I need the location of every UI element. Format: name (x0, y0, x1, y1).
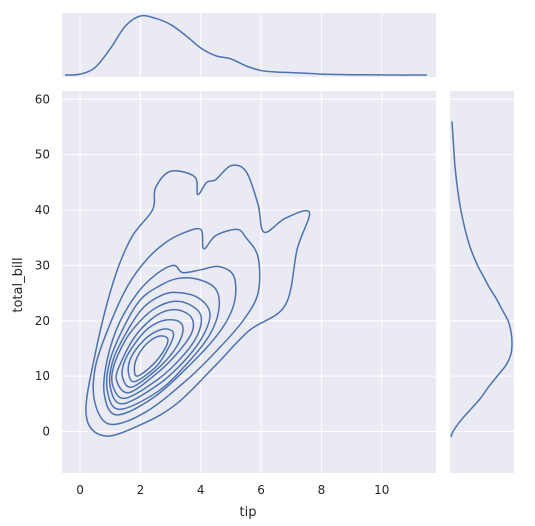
kde-contour-level-3 (102, 264, 237, 416)
kde-contour-level-1 (85, 164, 311, 437)
kde-contour-level-4 (105, 277, 221, 411)
top-kde-curve (64, 14, 427, 76)
x-tick-label-0: 0 (76, 483, 84, 497)
kde-contour-level-7 (115, 308, 195, 394)
kde-contour-level-6 (111, 300, 203, 400)
y-tick-label-50: 50 (35, 148, 50, 162)
x-tick-label-8: 8 (318, 483, 326, 497)
x-tick-label-10: 10 (374, 483, 389, 497)
x-tick-label-4: 4 (197, 483, 205, 497)
y-tick-label-60: 60 (35, 92, 50, 106)
x-axis-label: tip (240, 505, 257, 520)
right-marginal-panel (450, 91, 514, 473)
y-tick-label-0: 0 (42, 424, 50, 438)
main-panel (62, 91, 436, 473)
kde-contour-level-10 (133, 335, 169, 377)
x-tick-label-2: 2 (137, 483, 145, 497)
right-kde-curve (450, 121, 513, 438)
y-tick-label-40: 40 (35, 203, 50, 217)
y-axis-ticks: 0 10 20 30 40 50 60 (35, 92, 50, 438)
kde-contour-level-8 (121, 319, 184, 388)
x-tick-label-6: 6 (257, 483, 265, 497)
kde-contour-level-9 (127, 328, 175, 383)
top-marginal-panel (62, 13, 436, 77)
y-axis-label: total_bill (11, 257, 26, 312)
kde-contour-level-2 (92, 227, 261, 426)
main-panel-background (62, 91, 436, 473)
right-panel-background (450, 91, 514, 473)
x-axis-ticks: 0 2 4 6 8 10 (76, 483, 389, 497)
y-tick-label-20: 20 (35, 314, 50, 328)
y-tick-label-10: 10 (35, 369, 50, 383)
y-tick-label-30: 30 (35, 258, 50, 272)
kde-contour-level-5 (108, 291, 211, 405)
